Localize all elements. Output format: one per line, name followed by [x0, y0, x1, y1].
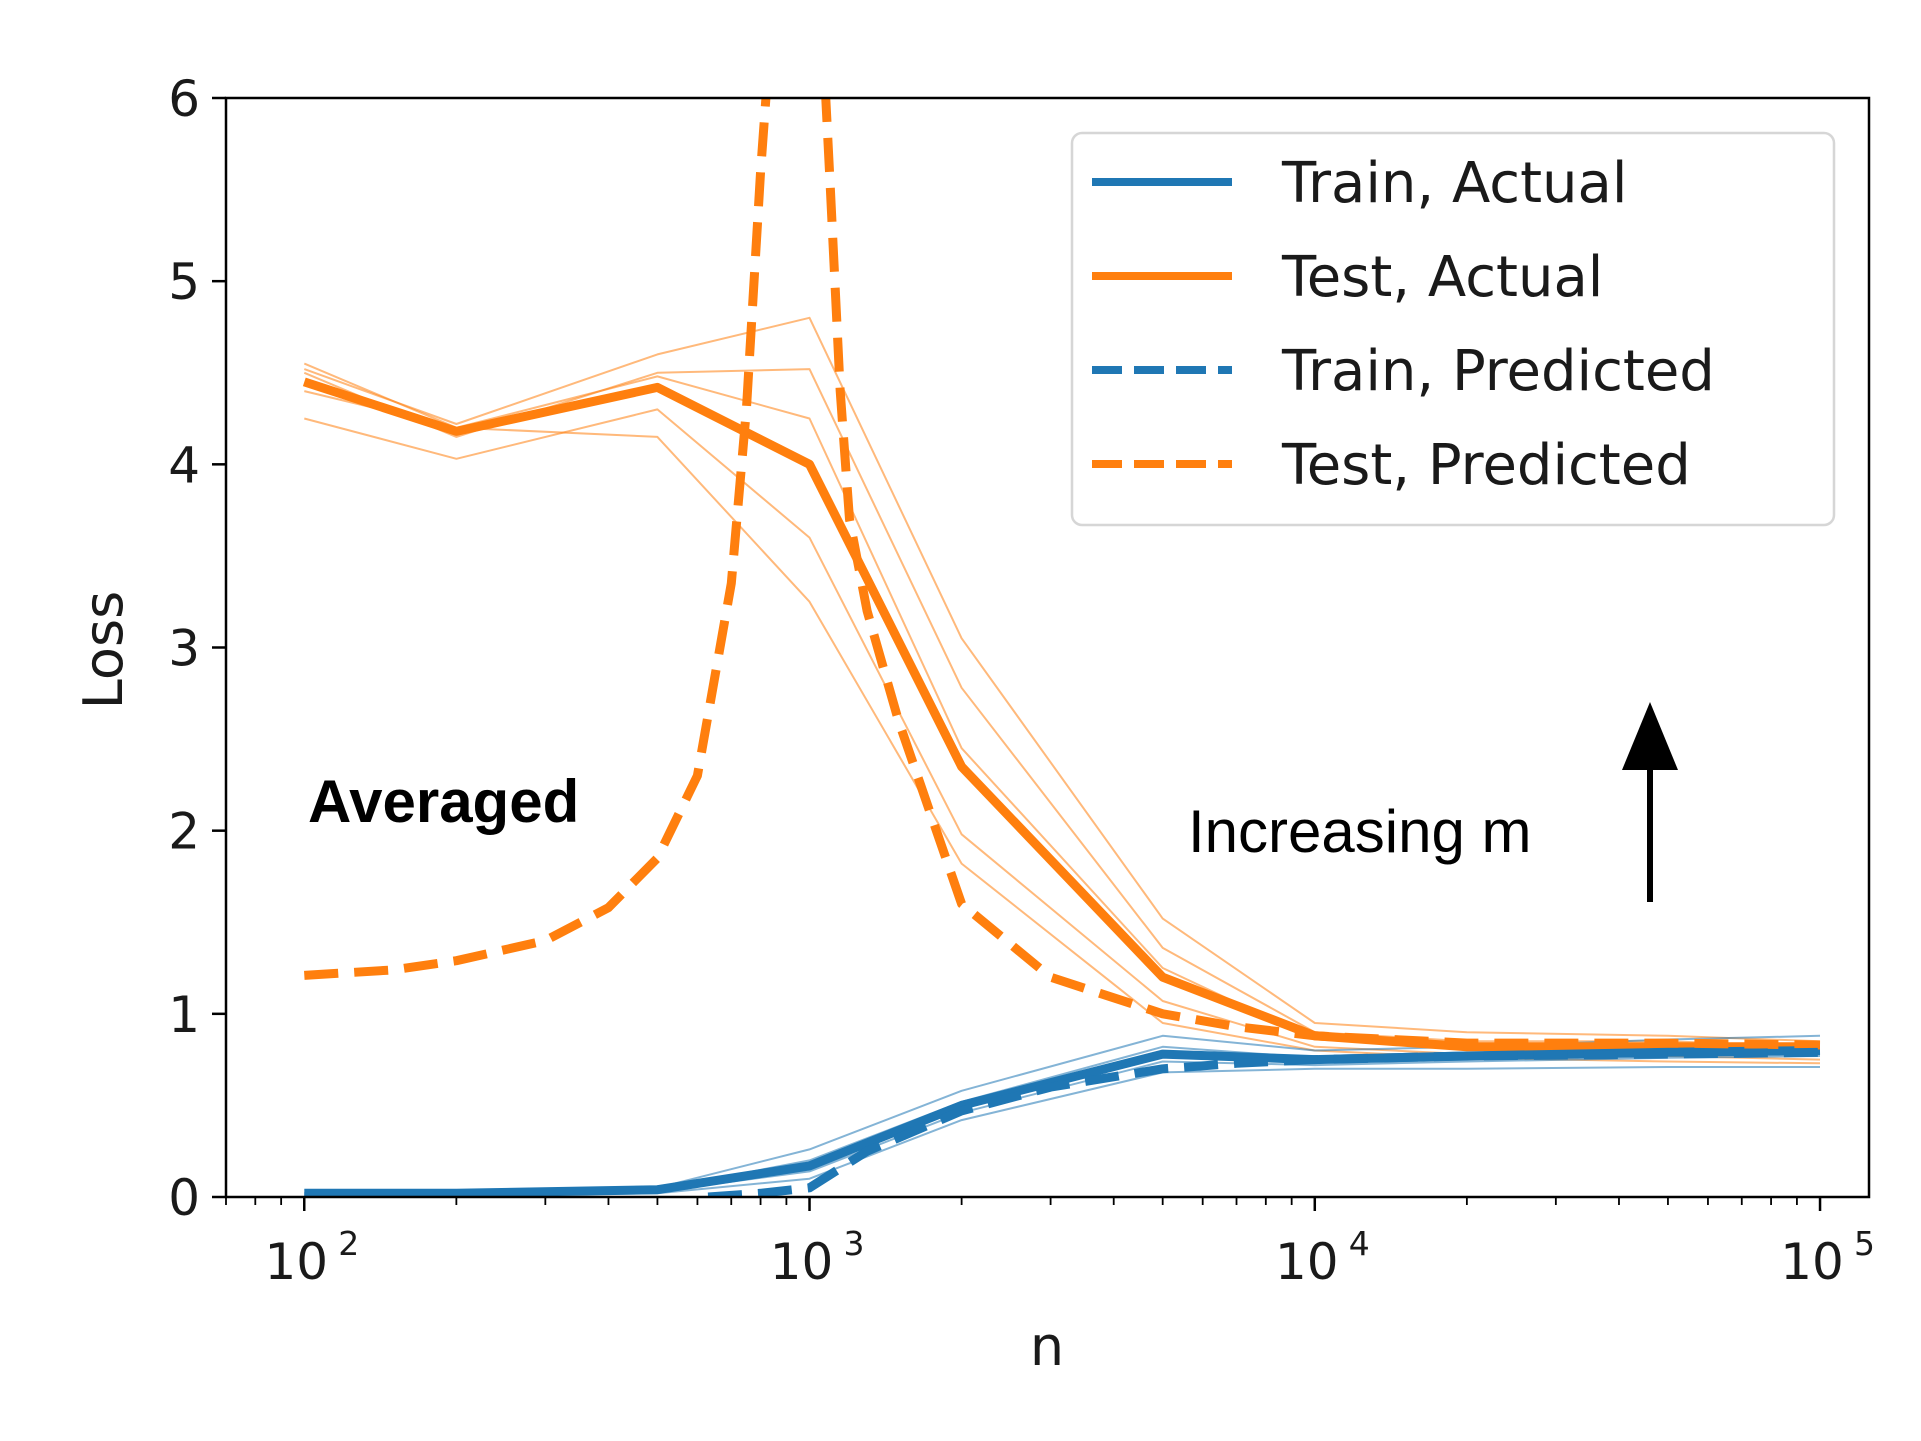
series-line-test-individual-m-1-5: [303, 316, 1821, 1043]
x-tick-label-5: 10: [1780, 1233, 1844, 1291]
averaged-series: [302, 98, 1821, 1197]
y-tick-label-4: 4: [168, 436, 200, 494]
x-axis-label: n: [1030, 1315, 1064, 1378]
series-line-test-predicted-2: [304, 98, 771, 980]
x-tick-exponent-2: 2: [338, 1224, 359, 1263]
up-arrow-icon: [1622, 702, 1678, 902]
x-tick-label-2: 10: [264, 1233, 328, 1291]
legend: Train, Actual Test, Actual Train, Predic…: [1070, 131, 1836, 527]
averaged-annotation: Averaged: [308, 768, 579, 835]
x-tick-exponent-5: 5: [1854, 1224, 1875, 1263]
axes: 0 1 2 3 4 5 6 10 2 10 3 10 4 10 5: [168, 70, 1875, 1291]
y-tick-label-3: 3: [168, 620, 200, 678]
series-line-train-predicted-4: [707, 1047, 1821, 1197]
y-tick-label-2: 2: [168, 803, 200, 861]
series-line-test-predicted-3: [821, 98, 1821, 1050]
y-tick-label-1: 1: [168, 986, 200, 1044]
legend-label-train-actual: Train, Actual: [1281, 151, 1627, 216]
y-axis-label: Loss: [72, 591, 135, 709]
y-tick-label-5: 5: [168, 253, 200, 311]
legend-label-test-actual: Test, Actual: [1281, 245, 1603, 310]
x-tick-label-3: 10: [770, 1233, 834, 1291]
y-tick-label-0: 0: [168, 1169, 200, 1227]
legend-label-train-predicted: Train, Predicted: [1281, 339, 1715, 404]
series-line-train-individual-m-2-11: [304, 1042, 1821, 1195]
series-line-train-actual-1: [304, 1046, 1821, 1197]
increasing-m-annotation: Increasing m: [1188, 798, 1531, 865]
legend-label-test-predicted: Test, Predicted: [1281, 433, 1691, 498]
legend-frame: [1070, 131, 1836, 527]
x-tick-exponent-4: 4: [1349, 1224, 1370, 1263]
x-tick-label-4: 10: [1275, 1233, 1339, 1291]
y-tick-label-6: 6: [168, 70, 200, 128]
x-tick-exponent-3: 3: [844, 1224, 865, 1263]
